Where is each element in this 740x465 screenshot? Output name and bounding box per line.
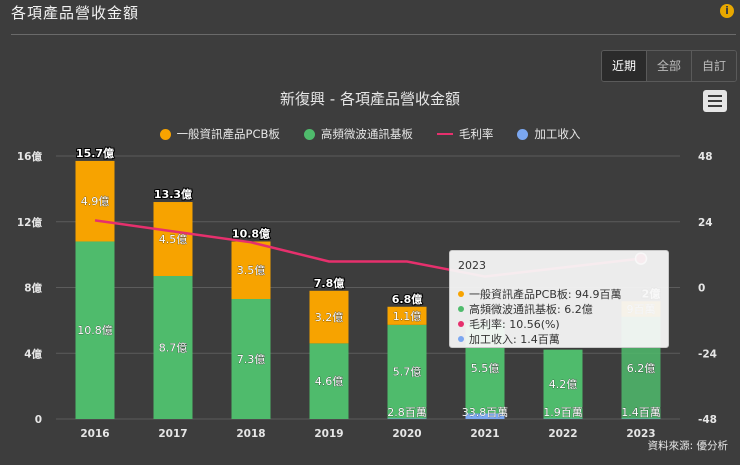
y2-tick-label: -24 — [698, 348, 717, 360]
tooltip-row: 加工收入: 1.4百萬 — [458, 331, 560, 347]
legend-item-microwave[interactable]: 高頻微波通訊基板 — [303, 126, 413, 142]
y-tick-label: 8億 — [24, 282, 42, 295]
info-icon[interactable]: i — [720, 4, 734, 18]
data-label-microwave: 7.3億 — [237, 353, 266, 366]
data-label-microwave: 4.2億 — [549, 378, 578, 391]
data-label-microwave: 8.7億 — [159, 341, 188, 354]
x-tick-label: 2019 — [314, 428, 343, 440]
y-tick-label: 16億 — [17, 150, 43, 163]
x-tick-label: 2017 — [158, 428, 187, 440]
y-tick-label: 12億 — [17, 216, 43, 229]
x-tick-label: 2021 — [470, 428, 499, 440]
x-tick-label: 2023 — [626, 428, 655, 440]
chart-menu-button[interactable] — [703, 90, 727, 112]
data-label-microwave: 4.6億 — [315, 375, 344, 388]
data-label-microwave: 6.2億 — [627, 362, 656, 375]
tooltip-row: 高頻微波通訊基板: 6.2億 — [458, 301, 593, 317]
bar-pcb — [231, 241, 271, 300]
tooltip-row: 一般資訊產品PCB板: 94.9百萬 — [458, 286, 622, 302]
tooltip-row: 毛利率: 10.56(%) — [458, 316, 560, 332]
legend-item-pcb[interactable]: 一般資訊產品PCB板 — [159, 126, 280, 142]
bar-microwave — [543, 349, 583, 419]
data-label-pcb: 3.5億 — [237, 264, 266, 277]
range-button-all[interactable]: 全部 — [647, 51, 692, 81]
data-label-processing: 1.4百萬 — [621, 406, 661, 419]
data-source: 資料來源: 優分析 — [647, 440, 728, 452]
chart-tooltip: 2023 一般資訊產品PCB板: 94.9百萬 高頻微波通訊基板: 6.2億 毛… — [449, 250, 669, 348]
range-toggle: 近期 全部 自訂 — [601, 50, 737, 82]
data-label-microwave: 5.7億 — [393, 366, 422, 379]
chart-title: 新復興 - 各項產品營收金額 — [280, 90, 460, 108]
bar-processing — [465, 413, 505, 419]
x-tick-label: 2020 — [392, 428, 421, 440]
x-tick-label: 2018 — [236, 428, 265, 440]
data-label-total: 6.8億 — [392, 292, 423, 306]
data-label-microwave: 5.5億 — [471, 362, 500, 375]
data-label-total: 13.3億 — [154, 187, 192, 201]
x-tick-label: 2022 — [548, 428, 577, 440]
bar-pcb — [387, 306, 427, 325]
data-label-total: 10.8億 — [232, 226, 270, 240]
y2-tick-label: 0 — [698, 283, 705, 295]
page-title: 各項產品營收金額 — [11, 4, 140, 22]
range-button-recent[interactable]: 近期 — [602, 51, 647, 81]
y2-tick-label: -48 — [698, 414, 717, 426]
data-label-processing: 2.8百萬 — [387, 406, 427, 419]
legend-item-processing[interactable]: 加工收入 — [517, 126, 580, 142]
data-label-total: 7.8億 — [314, 276, 345, 290]
hamburger-icon — [708, 95, 722, 97]
data-label-pcb: 1.1億 — [393, 310, 422, 323]
data-label-processing: 33.8百萬 — [462, 406, 509, 419]
chart-legend: 一般資訊產品PCB板 高頻微波通訊基板 毛利率 加工收入 — [0, 126, 740, 142]
bar-microwave — [387, 324, 427, 419]
tooltip-title: 2023 — [458, 259, 486, 272]
legend-dot-icon — [303, 128, 315, 140]
bar-processing — [387, 418, 427, 419]
x-tick-label: 2016 — [80, 428, 109, 440]
legend-dot-icon — [159, 128, 171, 140]
bar-pcb — [75, 160, 115, 242]
bar-microwave — [75, 241, 115, 419]
data-label-microwave: 10.8億 — [77, 324, 113, 337]
bar-microwave — [153, 275, 193, 419]
bar-pcb — [309, 290, 349, 344]
data-label-processing: 1.9百萬 — [543, 406, 583, 419]
y2-tick-label: 24 — [698, 217, 713, 229]
y2-tick-label: 48 — [698, 151, 713, 163]
bar-pcb — [153, 202, 193, 276]
y-tick-label: 4億 — [24, 347, 42, 360]
data-label-pcb: 4.9億 — [81, 195, 110, 208]
bar-microwave — [309, 343, 349, 419]
data-label-total: 15.7億 — [76, 146, 114, 160]
y-tick-label: 0 — [35, 414, 42, 426]
range-button-custom[interactable]: 自訂 — [692, 51, 736, 81]
legend-item-margin[interactable]: 毛利率 — [436, 126, 493, 142]
bar-microwave — [231, 299, 271, 419]
data-label-pcb: 4.5億 — [159, 233, 188, 246]
legend-line-icon — [436, 133, 453, 135]
page-header: 各項產品營收金額 i — [0, 0, 740, 34]
legend-dot-icon — [517, 128, 529, 140]
data-label-pcb: 3.2億 — [315, 311, 344, 324]
header-divider — [11, 34, 736, 35]
